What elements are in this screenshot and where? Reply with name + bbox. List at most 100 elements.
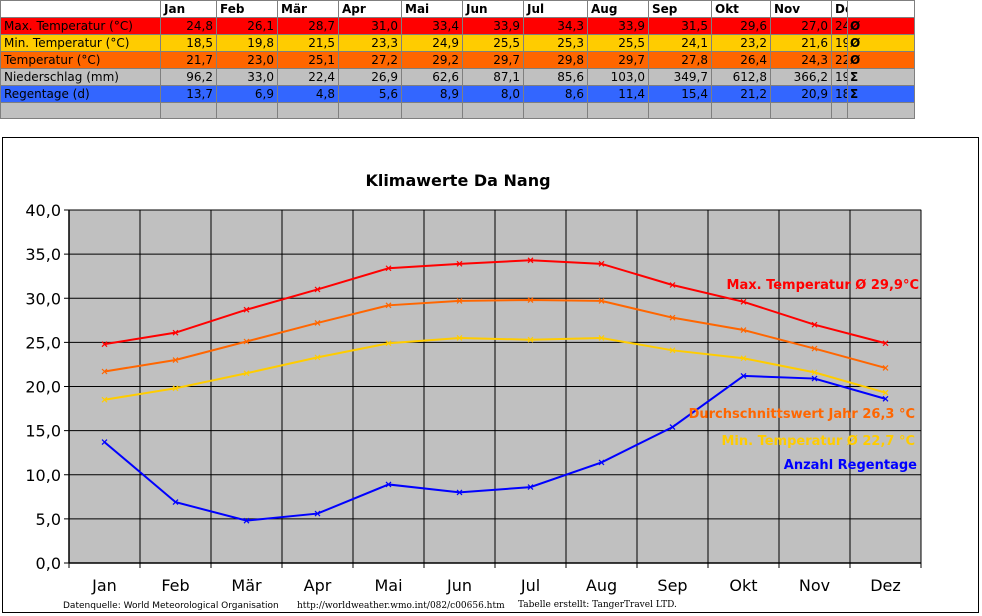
table-cell: 33,9 [587, 17, 649, 35]
data-point [172, 385, 179, 392]
table-cell: 20,9 [770, 85, 832, 103]
table-cell: 25,1 [277, 51, 339, 69]
y-tick-label: 0,0 [36, 554, 61, 573]
data-point [811, 321, 818, 328]
x-tick-label: Jan [91, 576, 117, 595]
data-point [527, 257, 534, 264]
data-point [456, 489, 463, 496]
table-cell: 25,5 [587, 34, 649, 52]
data-point [527, 484, 534, 491]
table-cell: 26,1 [216, 17, 278, 35]
series-label: Max. Temperatur Ø 29,9°C [727, 278, 919, 293]
month-header: Dez [831, 0, 848, 18]
data-point [882, 389, 889, 396]
table-row: Temperatur (°C) 21,7 23,0 25,1 27,2 29,2 29,7 2… [0, 51, 915, 69]
month-header: Feb [216, 0, 278, 18]
data-point [456, 260, 463, 267]
table-cell: 27,8 [648, 51, 712, 69]
data-point [740, 372, 747, 379]
series-label: Min. Temperatur Ø 22,7 °C [721, 434, 915, 449]
x-tick-label: Apr [304, 576, 332, 595]
y-tick-label: 15,0 [25, 422, 61, 441]
data-point [527, 336, 534, 343]
table-cell-empty [160, 102, 217, 119]
data-point [243, 370, 250, 377]
table-cell: 96,2 [160, 68, 217, 86]
month-header: Okt [711, 0, 771, 18]
data-point [882, 340, 889, 347]
table-cell: 85,6 [523, 68, 588, 86]
table-cell: 29,7 [462, 51, 524, 69]
table-cell: 33,4 [401, 17, 463, 35]
data-point [598, 297, 605, 304]
table-cell: 21,6 [770, 34, 832, 52]
data-point [527, 297, 534, 303]
table-cell: 8,0 [462, 85, 524, 103]
table-cell: 27,2 [338, 51, 402, 69]
table-cell-empty [216, 102, 278, 119]
summary-symbol: Ø [847, 51, 915, 69]
series-line [104, 259, 886, 346]
table-cell-empty [831, 102, 848, 119]
month-header: Jun [462, 0, 524, 18]
table-cell: 25,3 [523, 34, 588, 52]
data-point [598, 335, 605, 341]
row-label: Niederschlag (mm) [0, 68, 161, 86]
table-row: Niederschlag (mm) 96,2 33,0 22,4 26,9 62,6 87,… [0, 68, 915, 86]
row-label: Temperatur (°C) [0, 51, 161, 69]
table-cell: 33,9 [462, 17, 524, 35]
table-cell: 19,3 [831, 34, 848, 52]
table-cell: 21,5 [277, 34, 339, 52]
table-cell: 23,0 [216, 51, 278, 69]
table-cell: 5,6 [338, 85, 402, 103]
source-note: Datenquelle: World Meteorological Organi… [63, 601, 279, 611]
table-cell: 24,9 [401, 34, 463, 52]
y-tick-label: 20,0 [25, 378, 61, 397]
table-cell: 26,9 [338, 68, 402, 86]
table-cell-empty [401, 102, 463, 119]
series-line [103, 374, 886, 522]
row-label: Regentage (d) [0, 85, 161, 103]
data-point [385, 340, 392, 347]
table-row: Min. Temperatur (°C) 18,5 19,8 21,5 23,3 24,9… [0, 34, 915, 52]
data-point [385, 265, 392, 272]
table-row-empty [0, 102, 915, 119]
x-tick-label: Jun [446, 576, 472, 595]
table-cell: 24,1 [648, 34, 712, 52]
x-tick-label: Nov [799, 576, 830, 595]
table-cell: 24,8 [160, 17, 217, 35]
table-cell: 199,0 [831, 68, 848, 86]
series-label: Durchschnittswert Jahr 26,3 °C [689, 407, 915, 422]
summary-symbol: Σ [847, 85, 915, 103]
x-tick-label: Mär [231, 576, 262, 595]
y-tick-label: 35,0 [25, 245, 61, 264]
table-cell: 24,3 [770, 51, 832, 69]
table-cell: 103,0 [587, 68, 649, 86]
month-header: Mai [401, 0, 463, 18]
table-cell: 23,2 [711, 34, 771, 52]
summary-symbol: Σ [847, 68, 915, 86]
table-cell: 4,8 [277, 85, 339, 103]
credit-note: Tabelle erstellt: TangerTravel LTD. [518, 600, 677, 610]
x-tick-label: Aug [586, 576, 617, 595]
table-cell-empty [648, 102, 712, 119]
table-cell: 29,8 [523, 51, 588, 69]
table-cell-empty [462, 102, 524, 119]
table-cell: 366,2 [770, 68, 832, 86]
table-cell: 34,3 [523, 17, 588, 35]
data-point [314, 286, 321, 293]
series-line [104, 336, 886, 401]
data-point [101, 341, 108, 348]
data-point [811, 375, 818, 382]
table-row: Regentage (d) 13,7 6,9 4,8 5,6 8,9 8,0 8,6 11,4 1… [0, 85, 915, 103]
table-row: Max. Temperatur (°C) 24,8 26,1 28,7 31,0 33,4… [0, 17, 915, 35]
x-tick-label: Dez [870, 576, 901, 595]
table-cell: 24,9 [831, 17, 848, 35]
data-point [385, 302, 392, 309]
table-cell: 31,0 [338, 17, 402, 35]
summary-symbol: Ø [847, 17, 915, 35]
data-point [740, 327, 747, 333]
y-tick-label: 5,0 [36, 510, 61, 529]
month-header: Jul [523, 0, 588, 18]
